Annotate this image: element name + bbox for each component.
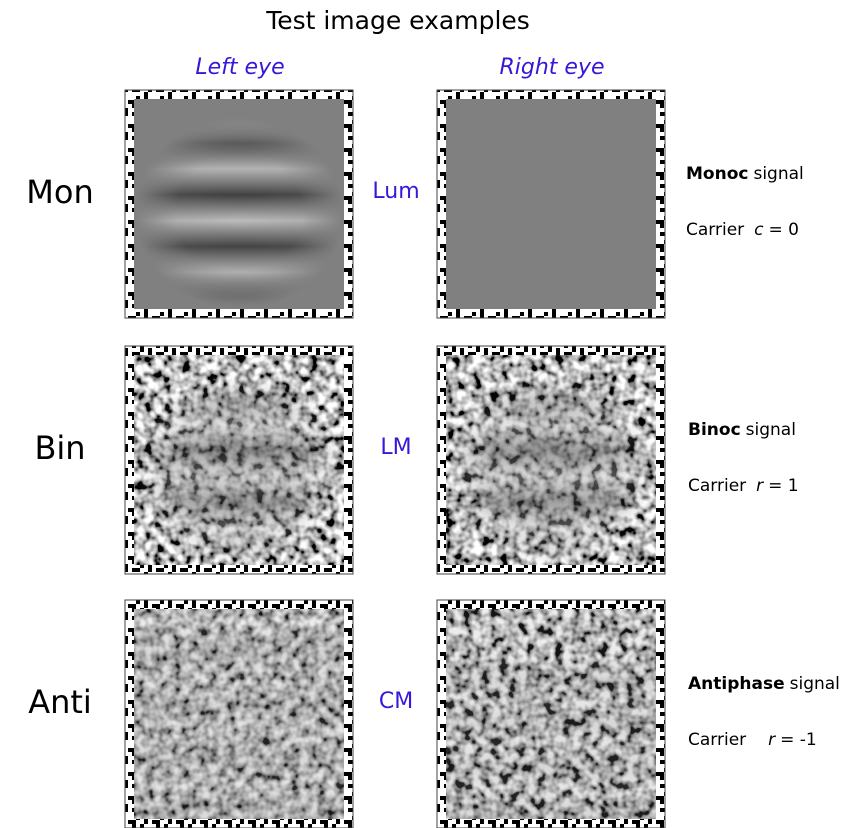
row-label: Bin [34, 429, 85, 467]
column-header: Left eye [195, 55, 284, 80]
signal-rest: signal [790, 674, 840, 694]
grating [134, 373, 344, 565]
signal-bold: Binoc [688, 420, 741, 440]
modulation-label: LM [380, 435, 411, 460]
grating [446, 373, 656, 565]
title: Test image examples [265, 6, 530, 35]
stimulus-image [437, 346, 665, 574]
carrier-text: Carrier [688, 476, 746, 496]
figure: Test image examples Left eye Right eye M… [0, 0, 850, 828]
stimulus-image [125, 600, 353, 828]
stimulus-image [125, 90, 353, 318]
stimulus-image [437, 600, 665, 828]
signal-bold: Monoc [686, 164, 748, 184]
carrier-variable: c [754, 220, 764, 240]
carrier-text: Carrier [688, 730, 746, 750]
image-background [446, 99, 656, 309]
modulation-label: CM [379, 689, 413, 714]
carrier-text: Carrier [686, 220, 744, 240]
carrier-label: Carrier r= -1 [688, 730, 817, 750]
modulation [446, 659, 656, 819]
signal-rest: signal [753, 164, 803, 184]
row-label: Mon [26, 173, 93, 211]
carrier-value: = 1 [768, 476, 798, 496]
row-label: Anti [28, 683, 92, 721]
carrier-value: = 0 [769, 220, 799, 240]
stimulus-image [125, 346, 353, 574]
stimulus-image [437, 90, 665, 318]
signal-rest: signal [746, 420, 796, 440]
modulation [134, 627, 344, 819]
carrier-label: Carrier c= 0 [686, 220, 799, 240]
carrier-value: = -1 [780, 730, 817, 750]
column-header: Right eye [499, 55, 604, 80]
modulation-label: Lum [372, 179, 419, 204]
grating [134, 117, 344, 309]
carrier-variable: r [768, 730, 776, 750]
carrier-variable: r [756, 476, 764, 496]
carrier-label: Carrier r= 1 [688, 476, 799, 496]
signal-bold: Antiphase [688, 674, 785, 694]
